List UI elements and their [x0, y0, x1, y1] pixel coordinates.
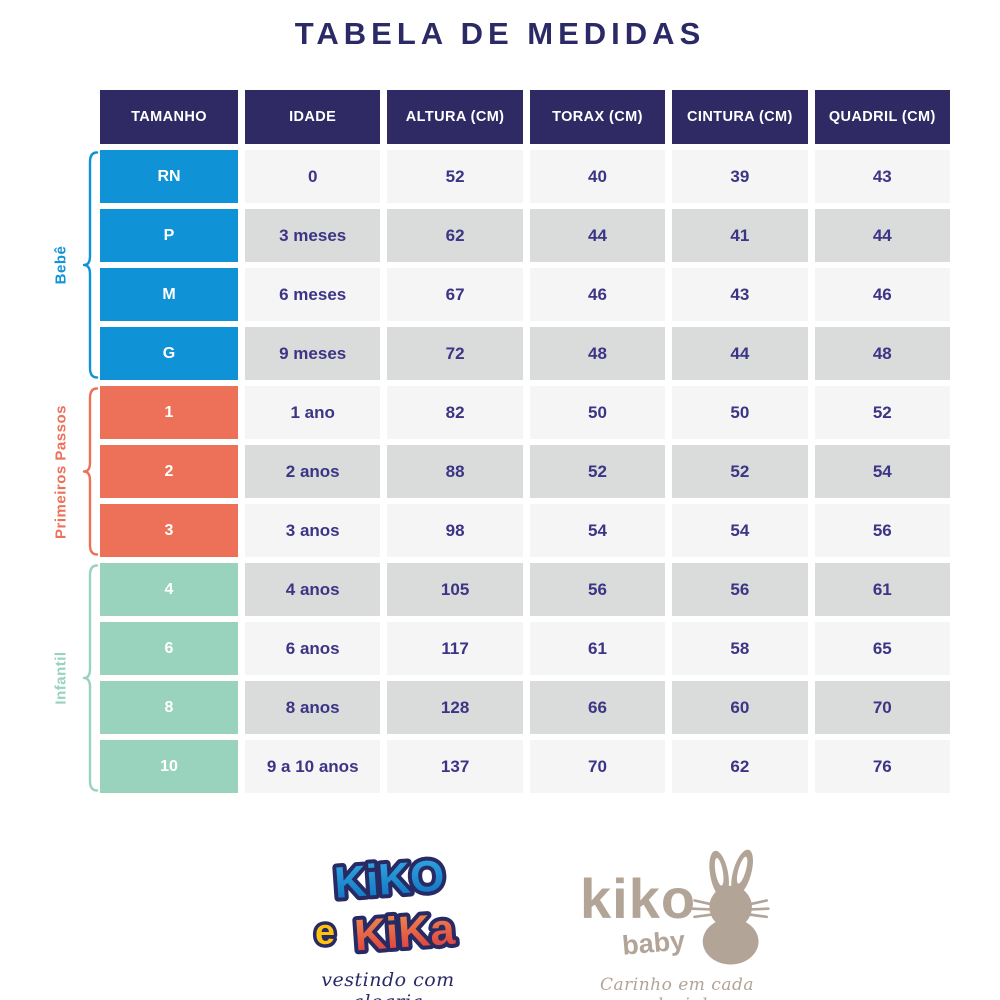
cell-height: 117 — [387, 622, 523, 675]
cell-height: 72 — [387, 327, 523, 380]
group-label: Primeiros Passos — [52, 404, 70, 539]
column-header-torax: TORAX (CM) — [529, 90, 666, 144]
cell-chest: 70 — [529, 740, 666, 793]
group-brace-icon — [82, 564, 99, 792]
column-header-tamanho: TAMANHO — [100, 90, 238, 144]
cell-age: 9 a 10 anos — [245, 740, 381, 793]
kiko-e-kika-wordmark-icon: KiKO e KiKa — [311, 847, 460, 964]
cell-hip: 46 — [814, 268, 950, 321]
kika-text: KiKa — [353, 905, 457, 961]
cell-age: 4 anos — [245, 563, 381, 616]
kiko-baby-sub-text: baby — [621, 925, 686, 960]
cell-waist: 54 — [672, 504, 808, 557]
cell-hip: 76 — [814, 740, 950, 793]
cell-age: 3 anos — [245, 504, 381, 557]
cell-hip: 44 — [814, 209, 950, 262]
cell-height: 137 — [387, 740, 523, 793]
cell-height: 105 — [387, 563, 523, 616]
cell-waist: 44 — [672, 327, 808, 380]
cell-hip: 54 — [814, 445, 950, 498]
cell-age: 1 ano — [245, 386, 381, 439]
cell-age: 2 anos — [245, 445, 381, 498]
cell-chest: 44 — [529, 209, 666, 262]
group-section: Bebê — [44, 150, 100, 380]
cell-hip: 43 — [814, 150, 950, 203]
cell-age: 0 — [245, 150, 381, 203]
size-cell-10: 10 — [100, 740, 238, 793]
cell-chest: 56 — [529, 563, 666, 616]
size-cell-P: P — [100, 209, 238, 262]
cell-height: 98 — [387, 504, 523, 557]
group-section: Primeiros Passos — [44, 386, 100, 557]
cell-chest: 66 — [529, 681, 666, 734]
cell-chest: 46 — [529, 268, 666, 321]
group-label: Bebê — [52, 245, 70, 285]
cell-height: 52 — [387, 150, 523, 203]
cell-age: 6 anos — [245, 622, 381, 675]
cell-waist: 43 — [672, 268, 808, 321]
cell-height: 82 — [387, 386, 523, 439]
cell-height: 67 — [387, 268, 523, 321]
size-cell-2: 2 — [100, 445, 238, 498]
size-cell-3: 3 — [100, 504, 238, 557]
cell-hip: 61 — [814, 563, 950, 616]
kiko-baby-wordmark-icon: kiko baby — [580, 849, 770, 965]
cell-hip: 65 — [814, 622, 950, 675]
cell-waist: 62 — [672, 740, 808, 793]
size-cell-8: 8 — [100, 681, 238, 734]
cell-chest: 54 — [529, 504, 666, 557]
cell-age: 6 meses — [245, 268, 381, 321]
group-section: Infantil — [44, 563, 100, 793]
cell-height: 88 — [387, 445, 523, 498]
cell-hip: 52 — [814, 386, 950, 439]
cell-height: 128 — [387, 681, 523, 734]
size-cell-RN: RN — [100, 150, 238, 203]
cell-waist: 52 — [672, 445, 808, 498]
size-cell-4: 4 — [100, 563, 238, 616]
e-text: e — [315, 911, 335, 952]
bunny-icon — [691, 849, 770, 965]
cell-chest: 52 — [529, 445, 666, 498]
cell-hip: 70 — [814, 681, 950, 734]
group-label: Infantil — [52, 651, 70, 705]
size-cell-M: M — [100, 268, 238, 321]
kiko-e-kika-tagline: vestindo com alegria — [321, 969, 455, 1000]
size-cell-6: 6 — [100, 622, 238, 675]
column-header-quadril: QUADRIL (CM) — [814, 90, 950, 144]
kiko-baby-name-text: kiko — [580, 867, 696, 930]
page-title: TABELA DE MEDIDAS — [294, 16, 706, 51]
cell-age: 9 meses — [245, 327, 381, 380]
kiko-baby-logo: kiko baby Carinho em cada pedacinho — [558, 848, 796, 1000]
cell-waist: 58 — [672, 622, 808, 675]
size-cell-G: G — [100, 327, 238, 380]
size-cell-1: 1 — [100, 386, 238, 439]
cell-waist: 50 — [672, 386, 808, 439]
cell-hip: 48 — [814, 327, 950, 380]
cell-height: 62 — [387, 209, 523, 262]
cell-chest: 50 — [529, 386, 666, 439]
column-header-idade: IDADE — [245, 90, 381, 144]
cell-waist: 41 — [672, 209, 808, 262]
cell-waist: 56 — [672, 563, 808, 616]
cell-waist: 39 — [672, 150, 808, 203]
cell-age: 3 meses — [245, 209, 381, 262]
kiko-e-kika-logo: KiKO e KiKa vestindo com alegria — [298, 847, 478, 1000]
cell-age: 8 anos — [245, 681, 381, 734]
column-header-altura: ALTURA (CM) — [387, 90, 523, 144]
kiko-baby-tagline: Carinho em cada pedacinho — [599, 975, 754, 1000]
group-brace-icon — [82, 151, 99, 379]
cell-chest: 61 — [529, 622, 666, 675]
cell-chest: 48 — [529, 327, 666, 380]
column-header-cintura: CINTURA (CM) — [672, 90, 808, 144]
size-table-grid: TAMANHO IDADE ALTURA (CM) TORAX (CM) CIN… — [100, 90, 950, 793]
cell-hip: 56 — [814, 504, 950, 557]
kiko-text: KiKO — [333, 851, 446, 908]
cell-chest: 40 — [529, 150, 666, 203]
group-brace-icon — [82, 387, 99, 556]
cell-waist: 60 — [672, 681, 808, 734]
